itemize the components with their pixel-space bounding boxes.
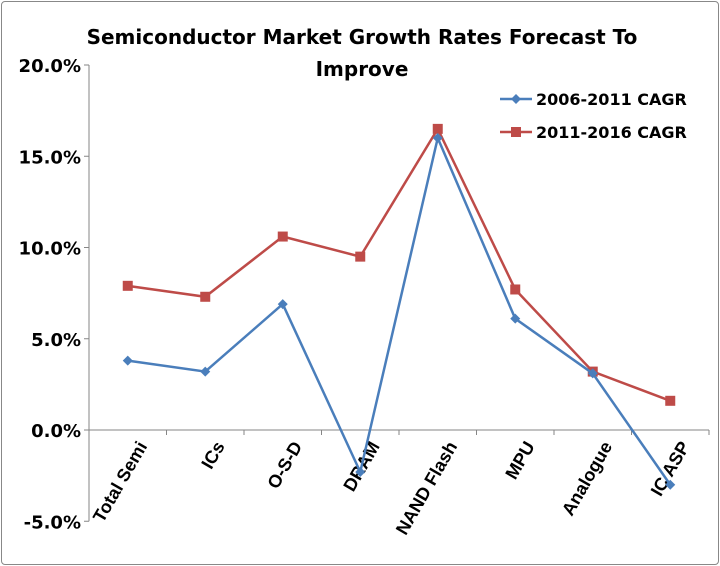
data-point bbox=[355, 466, 366, 477]
data-point bbox=[510, 313, 521, 324]
y-tick-label: -5.0% bbox=[24, 512, 81, 533]
y-tick-label: 15.0% bbox=[19, 147, 81, 168]
legend-marker bbox=[511, 127, 521, 137]
data-point bbox=[432, 123, 443, 134]
data-point bbox=[355, 251, 366, 262]
chart-title-line-2: Improve bbox=[316, 57, 409, 81]
x-tick-label: ICs bbox=[197, 438, 228, 472]
data-point bbox=[432, 133, 443, 143]
legend-item: 2011-2016 CAGR bbox=[500, 123, 687, 142]
data-point bbox=[587, 368, 598, 379]
y-tick-label: 5.0% bbox=[31, 330, 81, 351]
x-tick-label: NAND Flash bbox=[392, 438, 461, 538]
data-point bbox=[277, 299, 288, 310]
x-tick-label: MPU bbox=[501, 438, 538, 483]
series-2011-2016 CAGR bbox=[122, 123, 676, 406]
legend-item: 2006-2011 CAGR bbox=[500, 90, 687, 109]
legend-label: 2011-2016 CAGR bbox=[536, 123, 687, 142]
x-tick-label: O-S-D bbox=[263, 438, 306, 492]
legend-marker bbox=[511, 94, 521, 104]
y-tick-label: 0.0% bbox=[31, 421, 81, 442]
data-point bbox=[122, 355, 133, 366]
data-point bbox=[665, 395, 676, 406]
x-tick-label: Analogue bbox=[558, 438, 616, 519]
series-line bbox=[127, 126, 671, 402]
data-point bbox=[665, 479, 676, 490]
series-2006-2011 CAGR bbox=[122, 133, 676, 490]
chart-title-line-1: Semiconductor Market Growth Rates Foreca… bbox=[87, 25, 638, 49]
data-point bbox=[200, 366, 211, 377]
x-tick-label: IC ASP bbox=[647, 438, 694, 499]
y-tick-label: 10.0% bbox=[19, 239, 81, 260]
data-point bbox=[277, 231, 288, 242]
legend-label: 2006-2011 CAGR bbox=[536, 90, 687, 109]
y-tick-label: 20.0% bbox=[19, 56, 81, 77]
data-point bbox=[122, 280, 133, 291]
x-tick-label: Total Semi bbox=[89, 438, 151, 526]
data-point bbox=[200, 291, 211, 302]
series-line bbox=[127, 134, 672, 486]
data-point bbox=[510, 284, 521, 295]
